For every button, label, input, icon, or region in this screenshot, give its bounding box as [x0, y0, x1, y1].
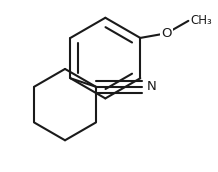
Text: N: N [146, 80, 156, 93]
Text: O: O [161, 27, 172, 40]
Text: CH₃: CH₃ [191, 14, 212, 27]
